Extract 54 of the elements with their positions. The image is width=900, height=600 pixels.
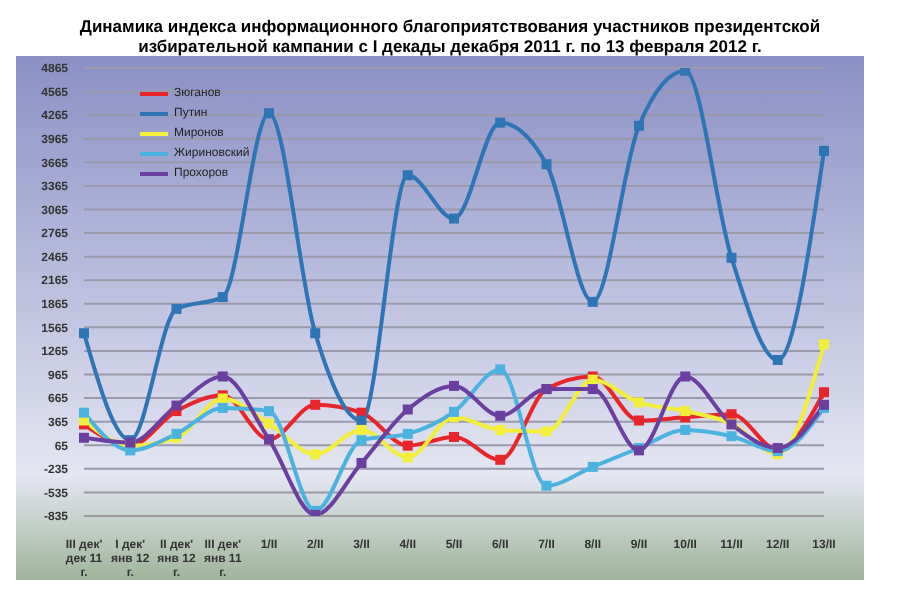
point bbox=[819, 339, 829, 350]
point bbox=[217, 292, 228, 303]
point bbox=[726, 409, 737, 420]
point bbox=[264, 418, 274, 429]
point bbox=[171, 303, 182, 314]
point bbox=[217, 371, 228, 382]
point bbox=[495, 454, 506, 465]
point bbox=[356, 415, 367, 426]
point bbox=[680, 371, 691, 382]
point bbox=[402, 440, 413, 451]
point bbox=[356, 435, 367, 446]
point bbox=[680, 406, 691, 417]
point bbox=[449, 213, 459, 224]
point bbox=[310, 399, 321, 410]
point bbox=[634, 120, 644, 131]
point bbox=[541, 159, 552, 170]
point bbox=[449, 380, 459, 391]
point bbox=[587, 461, 598, 472]
point bbox=[310, 449, 321, 460]
point bbox=[171, 400, 182, 411]
point bbox=[819, 387, 829, 398]
point bbox=[449, 406, 459, 417]
chart-title: Динамика индекса информационного благоприятствования участников президентской избирательной кампании с I декады декабря 2011 г. по 13 февраля 2012 г. bbox=[77, 16, 823, 56]
point bbox=[587, 296, 598, 307]
point bbox=[680, 424, 691, 435]
point bbox=[541, 480, 552, 491]
point bbox=[402, 170, 413, 181]
point bbox=[634, 397, 644, 408]
point bbox=[495, 117, 506, 128]
point bbox=[217, 402, 228, 413]
point bbox=[495, 364, 506, 375]
point bbox=[310, 328, 321, 339]
point bbox=[634, 415, 644, 426]
point bbox=[402, 428, 413, 439]
point bbox=[356, 424, 367, 435]
line-series bbox=[79, 68, 829, 446]
point bbox=[402, 404, 413, 415]
point bbox=[587, 384, 598, 395]
point bbox=[264, 108, 274, 119]
point bbox=[264, 406, 274, 417]
point bbox=[495, 424, 506, 435]
point bbox=[79, 328, 89, 339]
point bbox=[541, 426, 552, 437]
point bbox=[819, 145, 829, 156]
point bbox=[726, 252, 737, 263]
point bbox=[402, 452, 413, 463]
point bbox=[726, 431, 737, 442]
point bbox=[495, 410, 506, 421]
point bbox=[79, 407, 89, 418]
point bbox=[449, 432, 459, 443]
point bbox=[356, 457, 367, 468]
point bbox=[79, 432, 89, 443]
point bbox=[772, 354, 783, 365]
point bbox=[680, 68, 691, 76]
